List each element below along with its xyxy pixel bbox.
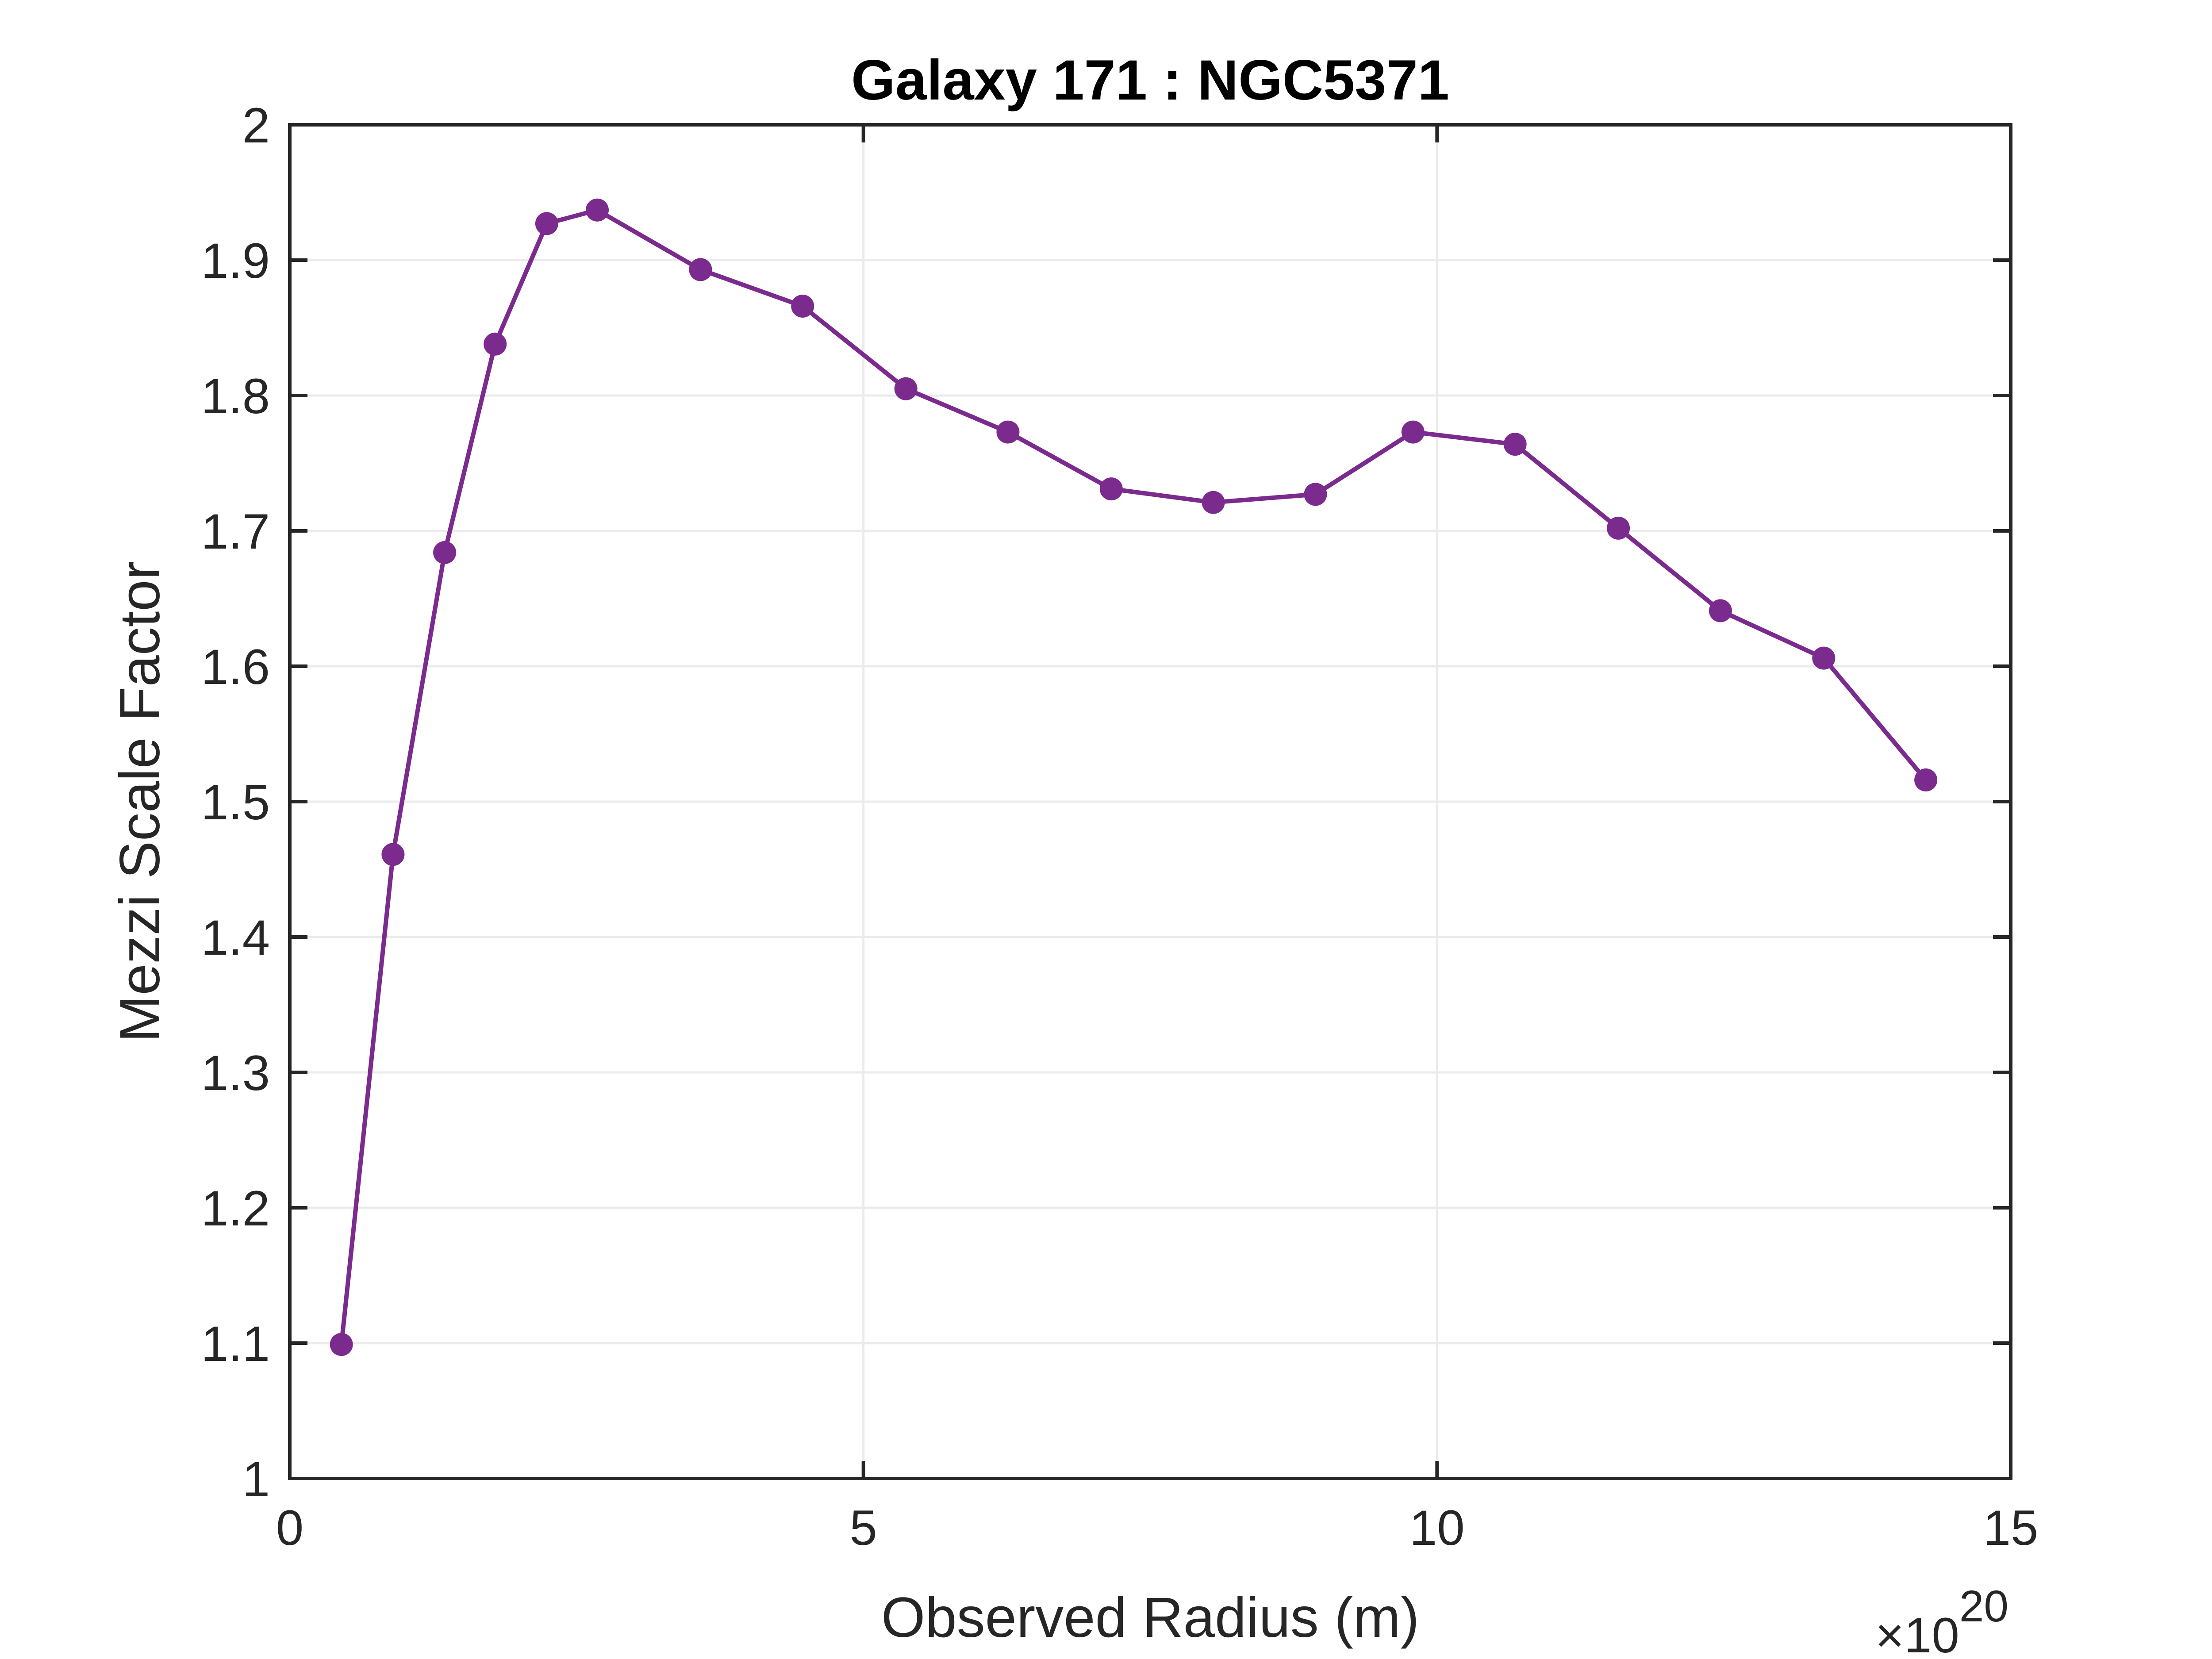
axes-box xyxy=(288,123,2012,1480)
data-point xyxy=(1099,477,1123,501)
y-tick-label: 1.8 xyxy=(201,369,270,424)
data-point xyxy=(330,1333,353,1356)
data-point xyxy=(484,332,507,356)
data-point xyxy=(1202,491,1225,514)
y-tick-label: 1.2 xyxy=(201,1181,270,1236)
series-layer xyxy=(330,198,1938,1356)
y-tick-label: 1.5 xyxy=(201,775,270,830)
data-point xyxy=(689,258,712,281)
x-tick-label: 0 xyxy=(276,1500,303,1555)
x-multiplier-base: ×10 xyxy=(1875,1608,1959,1659)
grid xyxy=(290,125,2011,1479)
data-point xyxy=(791,295,814,318)
x-axis-label: Observed Radius (m) xyxy=(881,1586,1419,1649)
data-point xyxy=(996,420,1020,444)
data-point xyxy=(1709,599,1732,622)
tick-labels: 0 5 10 15 1 1.1 1.2 1.3 1.4 1.5 1.6 1.7 1.8 1.9 2 xyxy=(201,98,2038,1555)
x-axis-multiplier: ×1020 xyxy=(1875,1582,2008,1659)
data-point xyxy=(1503,433,1527,456)
y-tick-label: 1.1 xyxy=(201,1316,270,1371)
data-point xyxy=(1607,516,1630,540)
data-point xyxy=(1914,768,1938,792)
y-tick-label: 2 xyxy=(242,98,270,153)
y-tick-label: 1 xyxy=(242,1452,270,1507)
x-multiplier-exponent: 20 xyxy=(1959,1582,2008,1631)
y-tick-label: 1.3 xyxy=(201,1045,270,1101)
x-tick-label: 5 xyxy=(850,1500,877,1555)
data-point xyxy=(894,377,918,400)
x-tick-label: 15 xyxy=(1983,1500,2039,1555)
chart-title: Galaxy 171 : NGC5371 xyxy=(851,49,1449,112)
y-tick-label: 1.7 xyxy=(201,504,270,559)
data-point xyxy=(586,198,609,222)
data-point xyxy=(1304,483,1327,506)
data-point xyxy=(433,541,457,564)
data-point xyxy=(535,212,558,235)
x-tick-label: 10 xyxy=(1409,1500,1465,1555)
y-axis-label: Mezzi Scale Factor xyxy=(108,561,172,1042)
data-point xyxy=(1401,420,1425,444)
y-tick-label: 1.4 xyxy=(201,910,270,965)
y-tick-label: 1.9 xyxy=(201,233,270,288)
y-tick-label: 1.6 xyxy=(201,639,270,695)
data-point xyxy=(381,843,405,866)
data-point xyxy=(1812,646,1836,670)
